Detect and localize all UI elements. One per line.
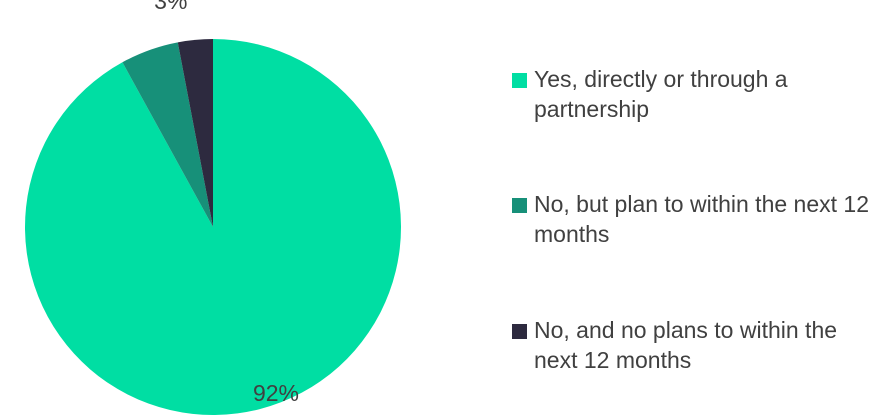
legend-swatch-yes — [512, 73, 527, 88]
chart-legend: Yes, directly or through a partnership N… — [512, 0, 892, 416]
legend-item-no-plans: No, and no plans to within the next 12 m… — [512, 315, 884, 375]
legend-swatch-no-plans — [512, 324, 527, 339]
legend-label-plan: No, but plan to within the next 12 month… — [534, 191, 869, 247]
legend-item-plan: No, but plan to within the next 12 month… — [512, 189, 884, 249]
pie-chart: 92% 3% — [24, 0, 401, 415]
pie-slice-plan — [122, 42, 213, 227]
legend-item-yes: Yes, directly or through a partnership — [512, 64, 884, 124]
legend-label-yes: Yes, directly or through a partnership — [534, 66, 788, 122]
data-label-no-plans: 3% — [154, 0, 187, 14]
pie-slice-no-plans — [177, 39, 213, 227]
pie-data-labels: 92% 3% — [154, 0, 299, 406]
legend-swatch-plan — [512, 198, 527, 213]
pie-slice-yes — [24, 39, 401, 415]
legend-label-no-plans: No, and no plans to within the next 12 m… — [534, 317, 838, 373]
pie-slices — [24, 39, 401, 415]
data-label-yes: 92% — [253, 380, 299, 406]
